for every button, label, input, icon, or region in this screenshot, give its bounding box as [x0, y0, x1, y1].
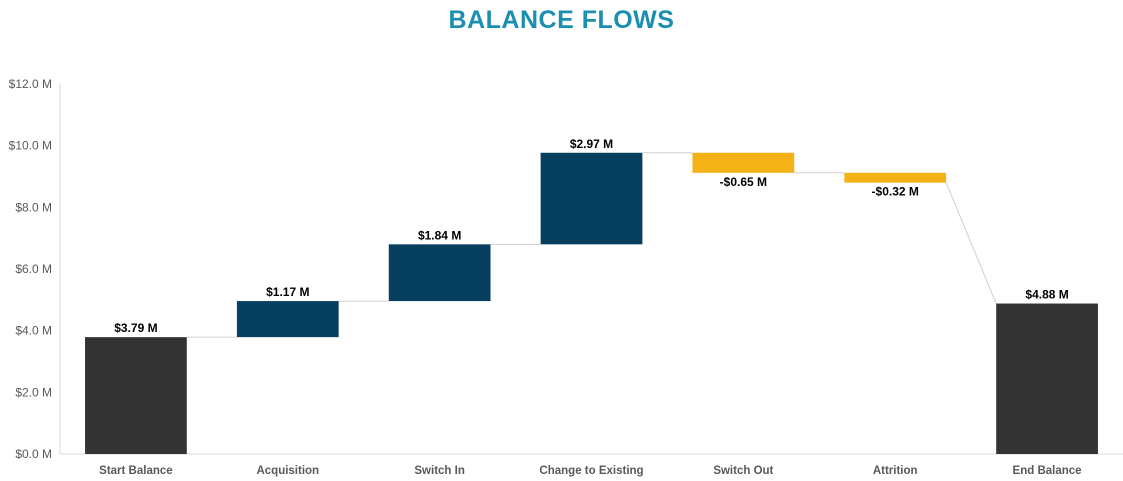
x-tick-label: Attrition: [873, 465, 918, 477]
bar-start-balance: [85, 337, 187, 454]
data-label: $3.79 M: [114, 321, 157, 335]
x-tick-label: Switch In: [414, 465, 464, 477]
y-tick-label: $6.0 M: [15, 262, 52, 276]
x-tick-label: Switch Out: [713, 465, 773, 477]
data-label: -$0.65 M: [720, 175, 767, 189]
y-tick-label: $12.0 M: [9, 77, 52, 91]
y-tick-label: $0.0 M: [15, 447, 52, 461]
bar-end-balance: [996, 304, 1098, 454]
data-label: $1.84 M: [418, 228, 461, 242]
data-label: $1.17 M: [266, 285, 309, 299]
x-tick-label: End Balance: [1013, 465, 1082, 477]
data-label: -$0.32 M: [872, 185, 919, 199]
x-tick-label: Acquisition: [256, 465, 319, 477]
y-tick-label: $8.0 M: [15, 200, 52, 214]
bar-switch-out: [692, 153, 794, 173]
bars: [85, 153, 1098, 454]
connector-line: [946, 183, 996, 304]
x-tick-label: Start Balance: [99, 465, 173, 477]
bar-change-to-existing: [541, 153, 643, 245]
data-label: $4.88 M: [1025, 288, 1068, 302]
y-tick-label: $10.0 M: [9, 139, 52, 153]
x-tick-label: Change to Existing: [539, 465, 643, 477]
y-tick-label: $4.0 M: [15, 324, 52, 338]
data-label: $2.97 M: [570, 137, 613, 151]
x-axis: Start Balance Acquisition Switch In Change …: [60, 454, 1123, 477]
bar-switch-in: [389, 244, 491, 301]
bar-acquisition: [237, 301, 339, 337]
y-axis: $0.0 M $2.0 M $4.0 M $6.0 M $8.0 M $10.0 M $12…: [9, 77, 60, 461]
bar-attrition: [844, 173, 946, 183]
y-tick-label: $2.0 M: [15, 385, 52, 399]
